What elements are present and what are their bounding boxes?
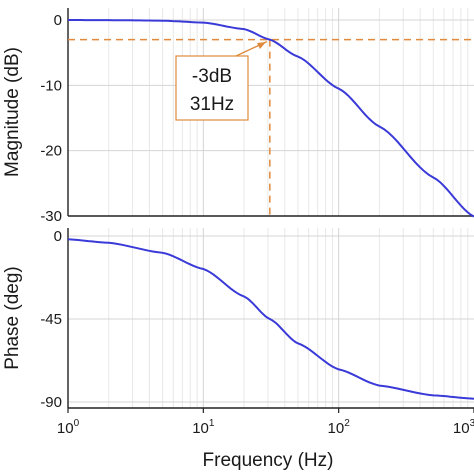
magnitude-y-tick-label: -30	[40, 208, 62, 225]
phase-plot-area	[68, 228, 474, 408]
magnitude-y-ticks: 0 -10 -20 -30	[40, 12, 62, 225]
magnitude-plot-area	[68, 8, 474, 216]
x-tick-labels: 100 101 102 103	[57, 418, 474, 437]
magnitude-y-tick-label: -10	[40, 77, 62, 94]
x-axis-title: Frequency (Hz)	[203, 450, 334, 471]
magnitude-y-tick-label: -20	[40, 143, 62, 160]
phase-y-tick-label: -45	[40, 311, 62, 328]
x-tick-label: 102	[328, 418, 351, 437]
phase-y-tick-label: -90	[40, 394, 62, 411]
x-tick-label: 100	[57, 418, 80, 437]
annotation-text-db: -3dB	[192, 66, 232, 87]
annotation-border	[175, 55, 249, 121]
magnitude-y-axis-title: Magnitude (dB)	[2, 47, 23, 177]
phase-panel: 0 -45 -90 Phase (deg)	[2, 228, 474, 413]
magnitude-panel: 0 -10 -20 -30 Magnitude (dB) -3dB 31Hz	[2, 8, 474, 225]
phase-y-axis-title: Phase (deg)	[2, 266, 23, 370]
phase-series-line	[67, 238, 474, 400]
magnitude-y-tick-label: 0	[54, 12, 62, 29]
phase-y-ticks: 0 -45 -90	[40, 228, 62, 411]
phase-y-tick-label: 0	[54, 228, 62, 245]
annotation-box: -3dB 31Hz	[175, 40, 268, 121]
annotation-arrow-head	[257, 42, 266, 49]
cutoff-dashed-lines	[68, 38, 474, 216]
x-tick-label: 103	[453, 418, 474, 437]
x-tick-label: 101	[192, 418, 215, 437]
annotation-text-hz: 31Hz	[190, 94, 234, 115]
magnitude-series-line	[68, 19, 474, 218]
